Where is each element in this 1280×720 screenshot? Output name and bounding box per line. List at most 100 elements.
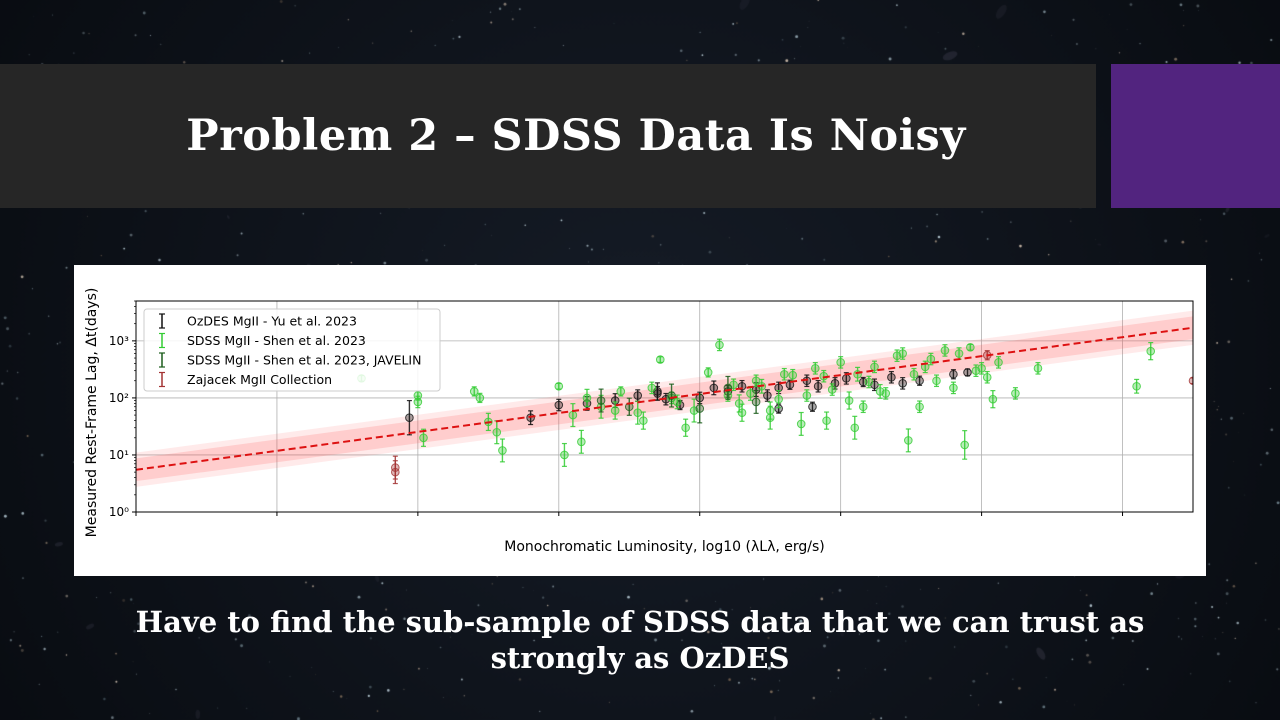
point-marker xyxy=(870,362,879,372)
point-marker xyxy=(560,450,569,460)
y-tick-label: 10² xyxy=(109,391,129,405)
y-tick-label: 10¹ xyxy=(109,448,129,462)
point-marker xyxy=(1132,381,1141,391)
data-point-ozdes xyxy=(405,399,414,436)
point-marker xyxy=(737,408,747,418)
point-marker xyxy=(808,402,817,412)
point-marker xyxy=(715,340,724,350)
legend-entry: SDSS MgII - Shen et al. 2023, JAVELIN xyxy=(159,352,421,368)
point-marker xyxy=(498,446,507,455)
legend-label: OzDES MgII - Yu et al. 2023 xyxy=(187,314,357,329)
data-point-ozdes xyxy=(785,379,795,390)
point-marker xyxy=(904,436,913,445)
x-axis-label: Monochromatic Luminosity, log10 (λLλ, er… xyxy=(504,539,824,555)
legend-entry: OzDES MgII - Yu et al. 2023 xyxy=(159,313,357,329)
legend: OzDES MgII - Yu et al. 2023 SDSS MgII - S… xyxy=(143,308,441,392)
legend-label: SDSS MgII - Shen et al. 2023, JAVELIN xyxy=(187,353,421,368)
point-marker xyxy=(822,416,831,425)
point-marker xyxy=(963,368,972,377)
point-marker xyxy=(977,364,986,373)
data-point-ozdes xyxy=(963,368,972,377)
slide-caption: Have to find the sub-sample of SDSS data… xyxy=(135,605,1145,675)
data-point-sdss xyxy=(802,389,812,402)
data-point-sdss xyxy=(610,401,620,420)
point-marker xyxy=(994,358,1003,367)
point-marker xyxy=(813,381,823,391)
data-point-sdss xyxy=(870,360,879,374)
data-point-sdss xyxy=(774,390,783,409)
point-marker xyxy=(836,358,845,367)
data-point-sdss xyxy=(932,374,941,388)
data-point-sdss xyxy=(681,418,690,437)
point-marker xyxy=(695,404,705,413)
point-marker xyxy=(966,343,975,352)
data-point-sdss xyxy=(844,391,854,410)
data-point-ozdes xyxy=(763,389,772,402)
data-point-sdss xyxy=(577,429,586,454)
data-point-sdss xyxy=(498,438,507,463)
data-point-sdss xyxy=(810,362,820,375)
data-point-sdss xyxy=(655,355,665,364)
point-marker xyxy=(779,369,789,379)
point-marker xyxy=(940,346,950,355)
data-point-sdss xyxy=(582,388,592,408)
data-point-sdss xyxy=(966,343,975,352)
data-point-javelin xyxy=(596,388,606,413)
point-marker xyxy=(672,397,682,407)
data-point-sdss xyxy=(469,386,479,397)
point-marker xyxy=(850,423,860,433)
data-point-sdss xyxy=(413,390,423,401)
data-point-ozdes xyxy=(633,389,643,402)
point-marker xyxy=(709,383,719,393)
data-point-ozdes xyxy=(949,369,958,380)
point-marker xyxy=(647,383,657,393)
point-marker xyxy=(616,387,626,396)
legend-label: Zajacek MgII Collection xyxy=(187,372,332,387)
data-point-sdss xyxy=(1146,342,1156,361)
point-marker xyxy=(568,410,578,420)
data-point-sdss xyxy=(940,344,950,357)
point-marker xyxy=(802,391,812,400)
point-marker xyxy=(746,389,755,398)
point-marker xyxy=(734,399,744,408)
data-point-ozdes xyxy=(737,379,747,393)
data-point-sdss xyxy=(672,394,682,410)
point-marker xyxy=(405,413,414,422)
point-marker xyxy=(577,437,586,447)
data-point-sdss xyxy=(977,362,986,375)
data-point-sdss xyxy=(737,403,747,422)
point-marker xyxy=(915,402,924,412)
data-point-sdss xyxy=(949,381,958,395)
data-point-sdss xyxy=(765,405,775,430)
point-marker xyxy=(915,376,924,386)
data-point-ozdes xyxy=(802,374,812,388)
data-point-javelin xyxy=(751,389,761,414)
data-point-sdss xyxy=(819,369,829,383)
data-point-sdss xyxy=(850,415,860,440)
chart-panel: 10⁰ 10¹ 10² 10³ Monochromatic Luminosity, lo… xyxy=(74,265,1206,576)
y-axis-label: Measured Rest-Frame Lag, Δt(days) xyxy=(84,288,100,538)
legend-box xyxy=(143,308,441,392)
data-point-sdss xyxy=(734,394,744,413)
data-point-ozdes xyxy=(915,375,924,386)
data-point-ozdes xyxy=(554,398,564,412)
data-point-sdss xyxy=(779,367,789,381)
data-point-sdss xyxy=(892,349,902,362)
data-point-sdss xyxy=(881,387,891,400)
data-point-sdss xyxy=(475,392,485,404)
data-point-sdss xyxy=(751,374,761,388)
point-marker xyxy=(596,396,606,405)
data-point-sdss xyxy=(822,411,831,430)
point-marker xyxy=(1011,389,1020,398)
data-point-javelin xyxy=(695,393,705,424)
point-marker xyxy=(419,433,428,443)
data-point-ozdes xyxy=(774,381,783,395)
data-point-sdss xyxy=(796,411,806,436)
point-marker xyxy=(655,355,665,364)
data-point-sdss xyxy=(960,430,969,460)
point-marker xyxy=(842,374,851,383)
point-marker xyxy=(765,413,775,422)
data-point-ozdes xyxy=(808,401,817,412)
y-tick-label: 10³ xyxy=(109,334,129,348)
point-marker xyxy=(858,402,868,412)
